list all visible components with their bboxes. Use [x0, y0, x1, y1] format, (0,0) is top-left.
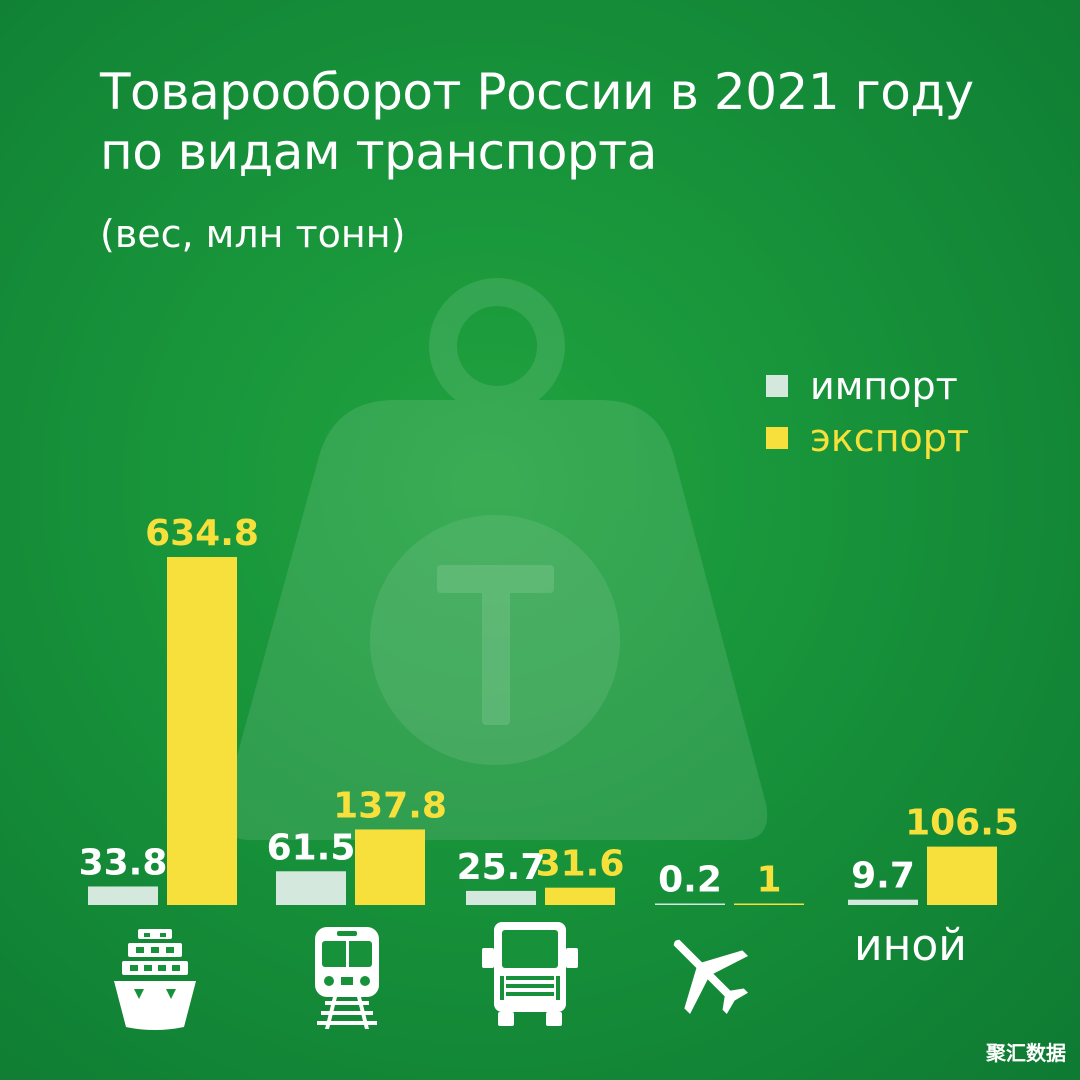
value-label-import-rail: 61.5 — [267, 827, 356, 868]
value-label-export-иной: 106.5 — [905, 803, 1019, 844]
value-label-export-rail: 137.8 — [333, 785, 447, 826]
title-line-1: Товарооборот России в 2021 году — [100, 63, 974, 121]
weight-emblem-icon — [370, 515, 620, 765]
bar-export-иной — [927, 846, 997, 905]
value-label-import-road: 25.7 — [457, 847, 546, 888]
bar-import-sea — [88, 886, 158, 905]
legend-item-export: экспорт — [766, 412, 969, 464]
value-label-import-иной: 9.7 — [851, 856, 915, 897]
title-line-2: по видам транспорта — [100, 123, 657, 181]
bar-import-rail — [276, 871, 346, 905]
chart-title: Товарооборот России в 2021 году по видам… — [100, 62, 1000, 182]
legend-swatch-export — [766, 427, 788, 449]
bar-import-иной — [848, 899, 918, 905]
bar-import-road — [466, 890, 536, 905]
legend-swatch-import — [766, 375, 788, 397]
value-label-export-road: 31.6 — [536, 844, 625, 885]
legend: импорт экспорт — [766, 360, 969, 464]
chart-subtitle: (вес, млн тонн) — [100, 212, 406, 256]
bar-export-air — [734, 903, 804, 905]
category-label-other: иной — [854, 920, 967, 971]
train-icon — [315, 927, 379, 1029]
airplane-icon — [673, 939, 749, 1015]
bar-import-air — [655, 903, 725, 905]
value-label-import-air: 0.2 — [658, 860, 722, 901]
bar-export-rail — [355, 829, 425, 905]
ship-icon — [114, 929, 196, 1030]
legend-item-import: импорт — [766, 360, 969, 412]
value-label-export-sea: 634.8 — [145, 513, 259, 554]
legend-label-import: импорт — [810, 364, 958, 408]
weight-icon — [222, 278, 768, 840]
legend-label-export: экспорт — [810, 416, 970, 460]
watermark: 聚汇数据 — [986, 1041, 1066, 1065]
value-label-import-sea: 33.8 — [79, 842, 168, 883]
truck-icon — [482, 922, 578, 1026]
bars-layer — [88, 557, 997, 905]
bar-export-sea — [167, 557, 237, 905]
bar-export-road — [545, 887, 615, 905]
value-label-export-air: 1 — [756, 860, 781, 901]
weight-letter-icon — [437, 565, 554, 725]
